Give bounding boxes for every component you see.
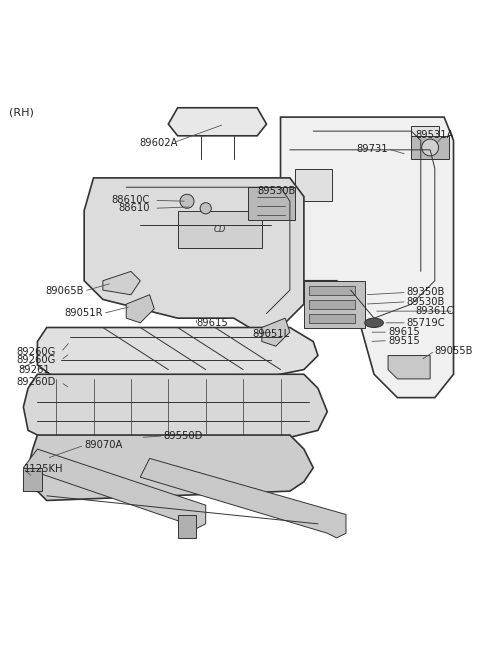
Polygon shape <box>103 271 140 295</box>
Ellipse shape <box>365 318 384 328</box>
Bar <box>178 211 262 248</box>
Text: 89615: 89615 <box>388 328 420 337</box>
Polygon shape <box>248 187 295 220</box>
Polygon shape <box>388 356 430 379</box>
Polygon shape <box>84 178 304 332</box>
Polygon shape <box>28 435 313 500</box>
Text: 89051L: 89051L <box>252 329 289 339</box>
Polygon shape <box>178 515 196 538</box>
Text: 89260G: 89260G <box>17 347 56 357</box>
Text: 89550D: 89550D <box>164 431 203 441</box>
Bar <box>295 168 332 201</box>
Text: 89065B: 89065B <box>46 286 84 296</box>
Text: 89361C: 89361C <box>415 306 454 316</box>
Text: 89261: 89261 <box>19 365 50 375</box>
Bar <box>309 286 355 295</box>
Text: 89055B: 89055B <box>435 346 473 356</box>
Text: 88610: 88610 <box>118 203 150 214</box>
Text: 1125KH: 1125KH <box>24 464 63 474</box>
Text: 89615: 89615 <box>196 318 228 328</box>
Circle shape <box>180 195 194 208</box>
Text: 89531A: 89531A <box>415 130 454 140</box>
Text: 89530B: 89530B <box>407 297 445 307</box>
Polygon shape <box>262 318 290 346</box>
Text: 89260G: 89260G <box>17 355 56 365</box>
Polygon shape <box>411 136 449 159</box>
Text: 89530B: 89530B <box>257 185 296 195</box>
Polygon shape <box>37 328 318 379</box>
Text: 89070A: 89070A <box>84 440 122 451</box>
Polygon shape <box>280 117 454 398</box>
Text: 85719C: 85719C <box>407 318 445 328</box>
Text: 89260D: 89260D <box>17 377 56 387</box>
Text: 89350B: 89350B <box>407 288 445 297</box>
Polygon shape <box>24 449 206 529</box>
Circle shape <box>200 202 211 214</box>
Text: (RH): (RH) <box>9 108 34 118</box>
Polygon shape <box>126 295 154 323</box>
Polygon shape <box>140 458 346 538</box>
Text: 89731: 89731 <box>357 144 388 154</box>
Bar <box>411 126 440 150</box>
Bar <box>309 314 355 323</box>
Text: 89051R: 89051R <box>64 309 103 318</box>
Polygon shape <box>168 108 266 136</box>
Text: 88610C: 88610C <box>111 195 150 205</box>
Polygon shape <box>24 374 327 440</box>
Text: 89602A: 89602A <box>139 138 178 148</box>
Circle shape <box>422 139 439 156</box>
Text: 89515: 89515 <box>388 335 420 346</box>
Polygon shape <box>304 281 365 328</box>
Text: CD: CD <box>214 225 226 234</box>
Polygon shape <box>24 468 42 491</box>
Bar <box>309 301 355 309</box>
